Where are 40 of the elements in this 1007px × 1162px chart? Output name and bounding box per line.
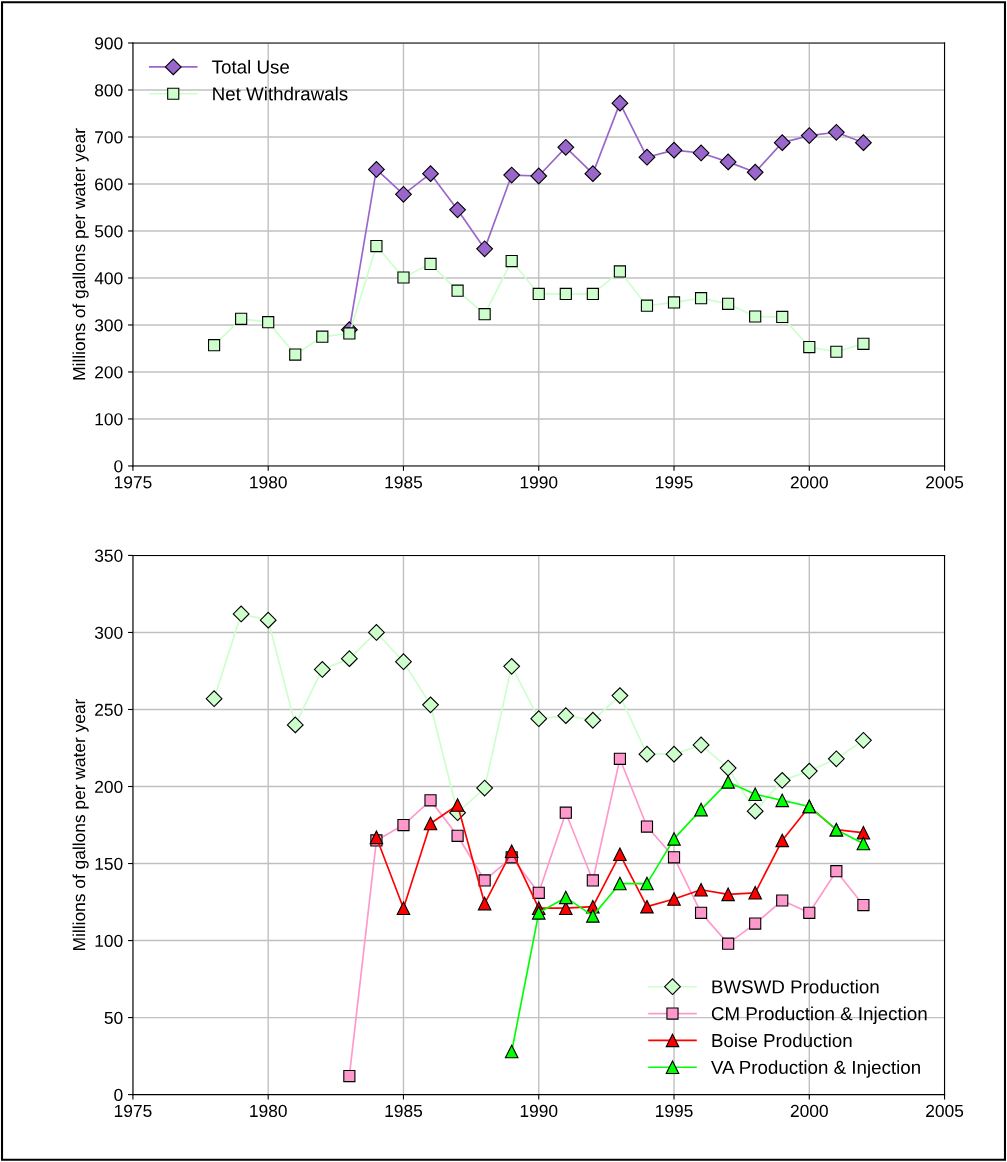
y-tick-label: 150 <box>95 857 123 870</box>
x-tick-label: 1975 <box>114 1104 152 1118</box>
y-tick-label: 100 <box>95 934 123 948</box>
y-tick-label: 400 <box>94 272 123 285</box>
y-axis-title: Millions of gallons per water year <box>72 128 89 380</box>
x-tick-label: 1980 <box>250 476 287 489</box>
y-tick-label: 200 <box>95 366 123 379</box>
legend-label: Boise Production <box>712 1033 852 1048</box>
x-tick-label: 1975 <box>114 476 152 489</box>
x-tick-label: 2000 <box>790 1104 828 1118</box>
legend-label: Total Use <box>212 59 289 74</box>
x-tick-label: 1985 <box>385 476 423 489</box>
y-tick-label: 200 <box>95 780 123 793</box>
x-tick-label: 2005 <box>926 476 964 489</box>
x-tick-label: 2005 <box>926 1104 964 1118</box>
x-tick-label: 1985 <box>385 1104 423 1118</box>
x-tick-label: 1995 <box>656 1104 693 1118</box>
y-tick-label: 900 <box>95 37 123 50</box>
x-tick-label: 1990 <box>520 1104 558 1118</box>
y-tick-label: 350 <box>94 549 123 562</box>
y-axis-title: Millions of gallons per water year <box>72 698 89 950</box>
legend-label: CM Production & Injection <box>711 1006 927 1025</box>
x-tick-label: 1980 <box>250 1104 287 1118</box>
y-tick-label: 500 <box>94 225 123 238</box>
y-tick-label: 0 <box>114 460 123 473</box>
y-tick-label: 800 <box>94 84 123 97</box>
legend-label: VA Production & Injection <box>711 1060 920 1078</box>
legend-label: BWSWD Production <box>712 979 879 994</box>
y-tick-label: 50 <box>104 1011 123 1025</box>
y-tick-label: 300 <box>94 319 123 332</box>
y-tick-label: 700 <box>95 131 123 144</box>
legend-label: Net Withdrawals <box>213 86 348 101</box>
y-tick-label: 250 <box>95 703 123 716</box>
y-tick-label: 100 <box>95 413 123 426</box>
y-tick-label: 600 <box>95 178 123 191</box>
x-tick-label: 1990 <box>520 476 558 489</box>
y-tick-label: 0 <box>114 1088 123 1102</box>
y-tick-label: 300 <box>94 626 123 639</box>
x-tick-label: 1995 <box>656 476 693 489</box>
x-tick-label: 2000 <box>790 476 828 489</box>
